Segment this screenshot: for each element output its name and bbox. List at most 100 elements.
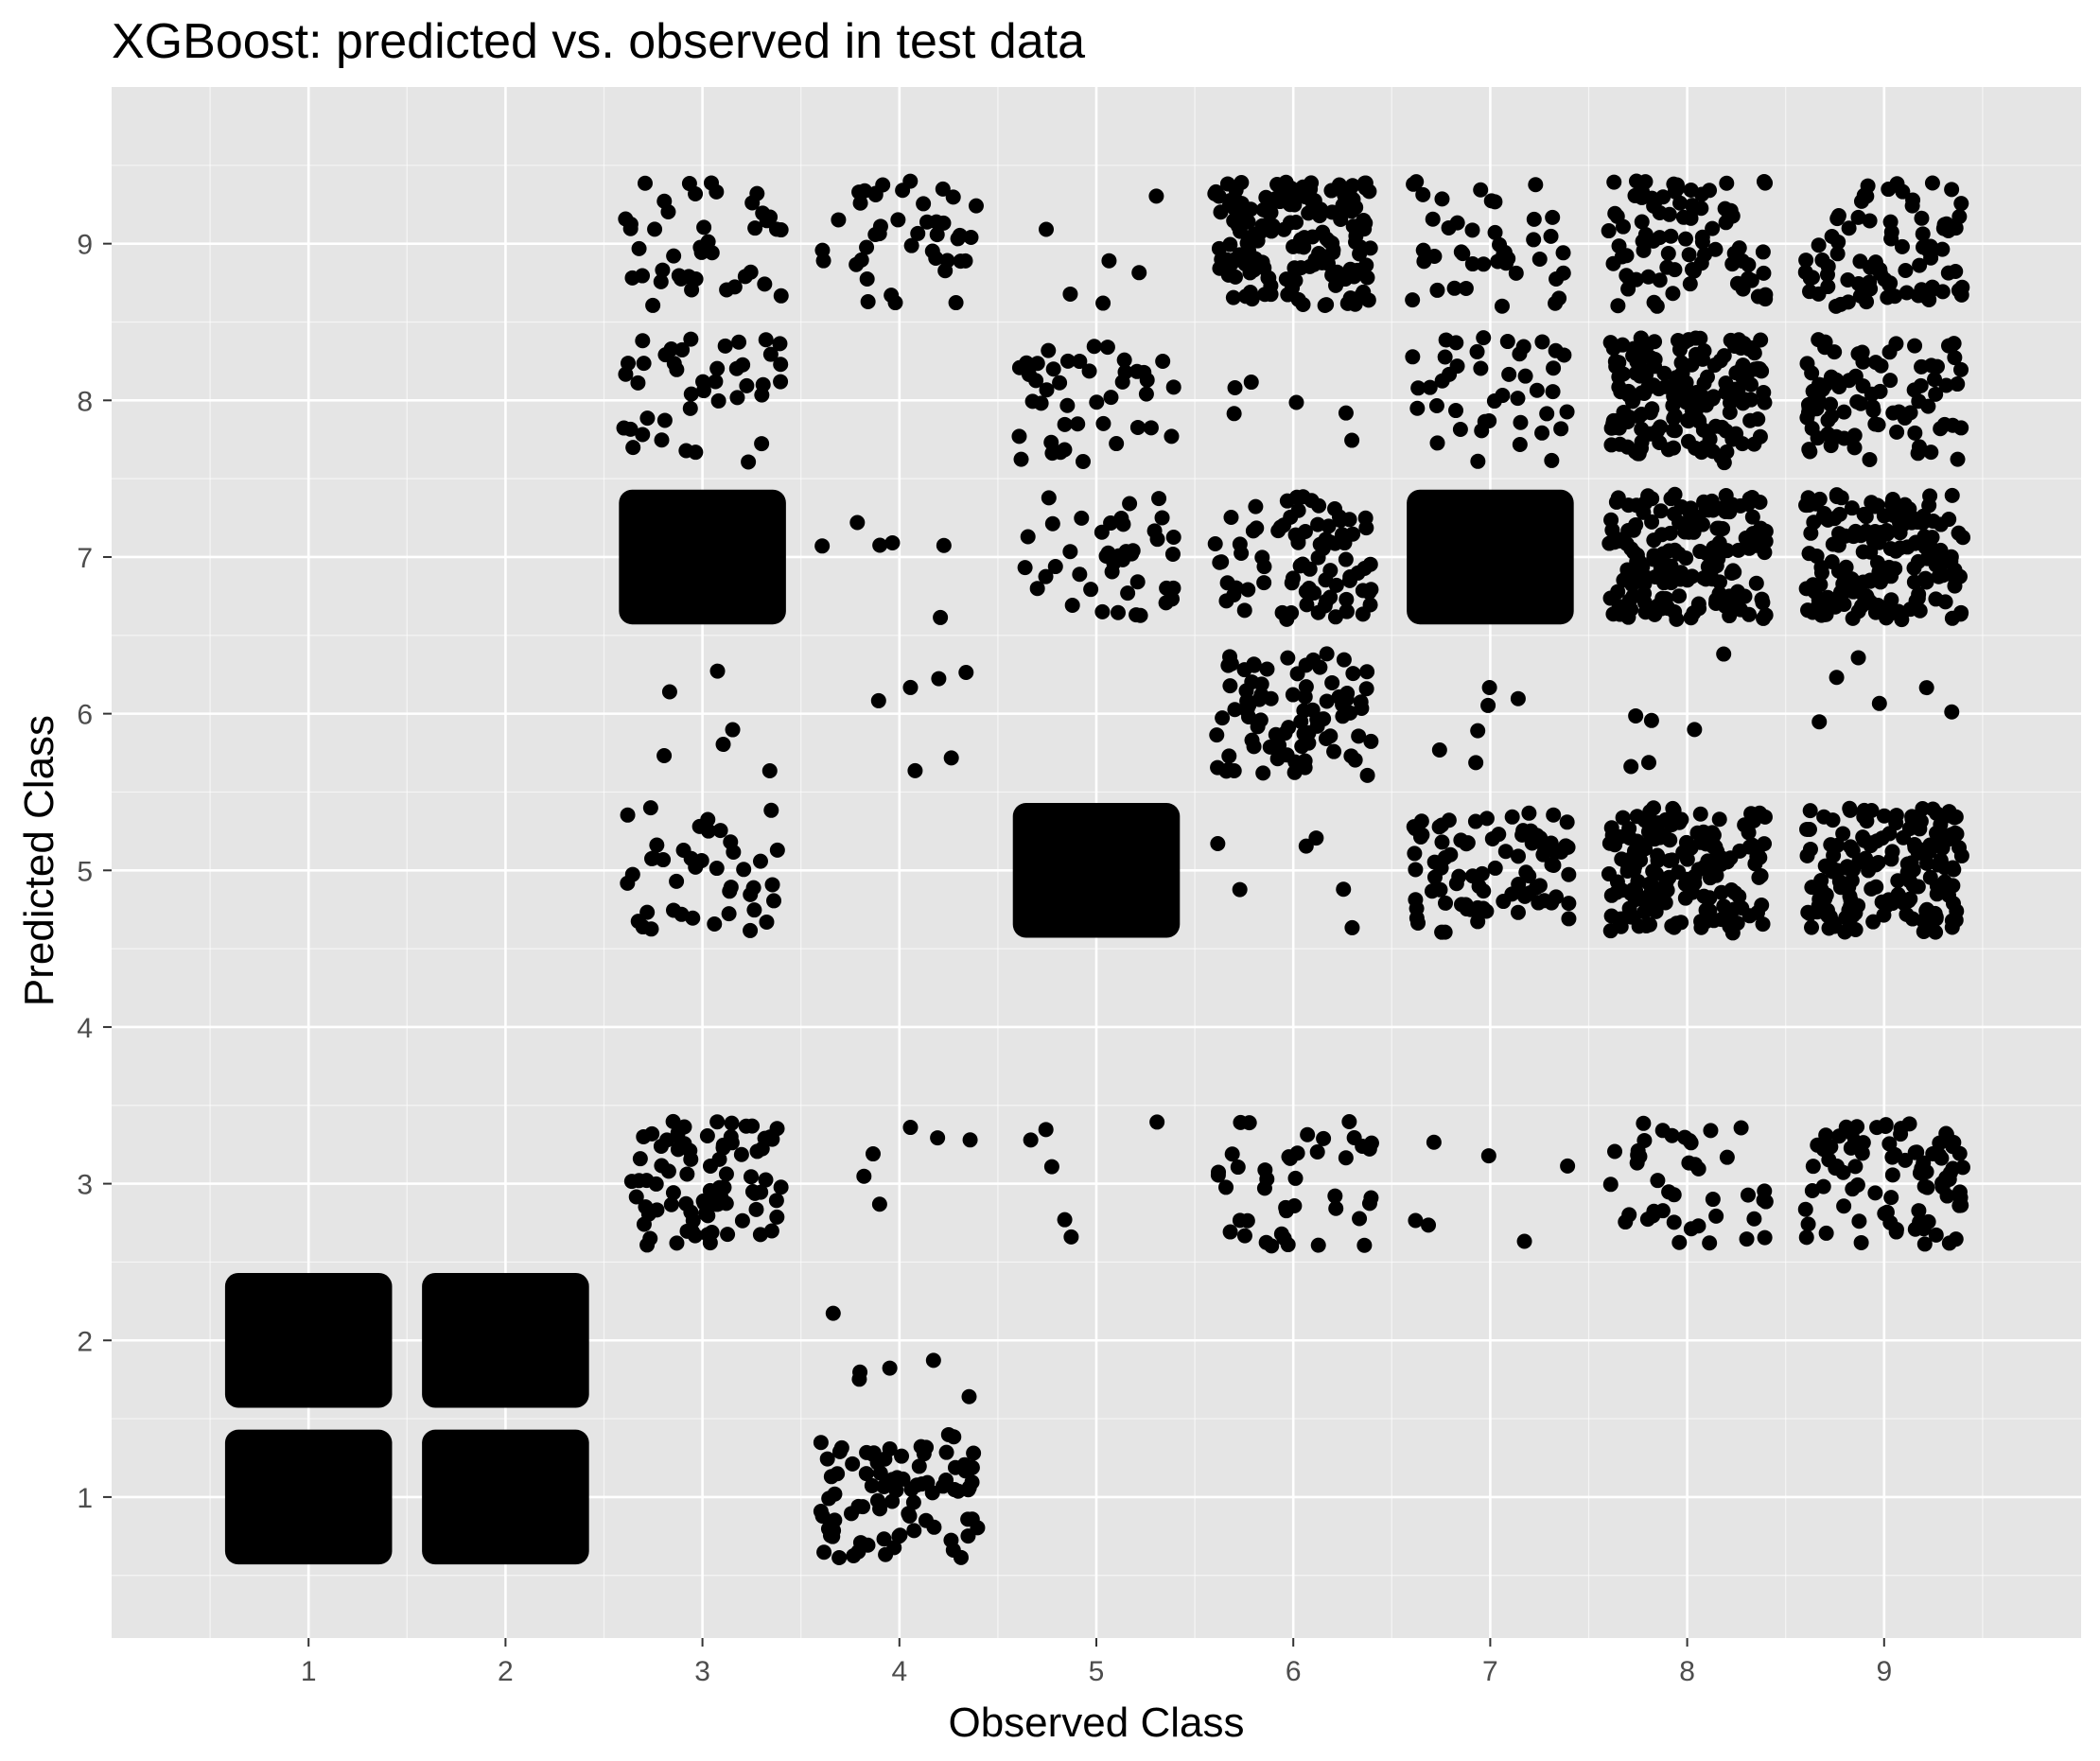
y-tick-label: 1 <box>77 1483 93 1514</box>
data-point <box>1902 405 1918 421</box>
data-point <box>1211 188 1227 204</box>
data-point <box>731 334 747 350</box>
data-point <box>1823 837 1839 853</box>
data-point <box>1236 602 1252 619</box>
data-point <box>1637 604 1654 620</box>
data-point <box>1222 1224 1238 1240</box>
data-point <box>1326 743 1342 759</box>
data-point <box>1862 213 1878 229</box>
data-point <box>1227 191 1243 207</box>
data-point <box>851 1371 867 1387</box>
data-point <box>1304 175 1320 191</box>
data-point <box>769 1209 785 1225</box>
data-point <box>1248 498 1264 514</box>
data-point <box>1546 360 1562 376</box>
data-point <box>1669 611 1685 627</box>
data-point <box>1467 813 1483 829</box>
y-tick-label: 2 <box>77 1326 93 1357</box>
data-point <box>1838 910 1854 926</box>
data-point <box>953 1549 969 1565</box>
data-point <box>1698 571 1714 587</box>
x-tick-label: 6 <box>1286 1656 1302 1687</box>
data-point <box>1628 271 1644 288</box>
data-point <box>1719 543 1735 559</box>
data-point <box>1614 249 1630 265</box>
data-point <box>1039 382 1055 398</box>
data-point <box>1355 583 1371 599</box>
data-point <box>1480 1148 1496 1164</box>
data-point <box>1876 569 1892 585</box>
data-point <box>1448 403 1464 419</box>
data-point <box>676 1119 692 1135</box>
data-point <box>929 227 945 243</box>
data-point <box>1338 1150 1354 1166</box>
data-point <box>1644 514 1660 530</box>
data-point <box>831 212 847 228</box>
data-point <box>1713 884 1729 900</box>
data-point <box>1899 856 1916 872</box>
data-point <box>871 1196 887 1212</box>
data-point <box>849 514 866 531</box>
data-point <box>1650 852 1666 868</box>
data-point <box>696 219 712 235</box>
data-point <box>1678 394 1694 410</box>
data-point <box>1328 1200 1344 1216</box>
data-point <box>1940 887 1956 903</box>
data-point <box>1458 897 1474 913</box>
data-point <box>1464 256 1480 272</box>
data-point <box>1165 379 1181 395</box>
data-point <box>1232 881 1248 898</box>
data-point <box>1849 1177 1865 1193</box>
data-point <box>1543 228 1559 244</box>
data-point <box>1865 914 1881 930</box>
data-point <box>1912 257 1928 273</box>
data-point <box>1233 1114 1249 1130</box>
data-point <box>936 537 952 553</box>
data-point <box>1619 857 1636 873</box>
data-point <box>773 374 789 390</box>
data-point <box>1479 903 1495 919</box>
data-point <box>1023 1132 1039 1148</box>
data-point <box>936 215 952 231</box>
data-point <box>1904 911 1920 927</box>
data-point <box>1705 444 1721 460</box>
data-point <box>1947 810 1963 826</box>
data-point <box>1254 549 1270 566</box>
data-point <box>1110 604 1126 620</box>
data-point <box>1684 261 1700 277</box>
point-cluster <box>224 1272 393 1408</box>
data-point <box>1634 407 1650 423</box>
data-point <box>1473 182 1489 198</box>
data-point <box>1342 290 1358 306</box>
data-point <box>864 1477 880 1493</box>
data-point <box>1691 413 1707 429</box>
data-point <box>1553 844 1569 860</box>
data-point <box>630 914 646 930</box>
data-point <box>1638 569 1654 585</box>
data-point <box>1681 1155 1697 1171</box>
data-point <box>961 1388 977 1404</box>
data-point <box>945 189 961 205</box>
data-point <box>635 427 651 443</box>
data-point <box>1605 340 1621 357</box>
data-point <box>1612 606 1628 622</box>
data-point <box>1623 541 1639 557</box>
data-point <box>1327 1188 1343 1204</box>
data-point <box>1864 495 1880 511</box>
data-point <box>1748 575 1764 591</box>
data-point <box>1936 416 1952 432</box>
data-point <box>1338 551 1354 567</box>
data-point <box>902 173 919 189</box>
data-point <box>1931 857 1947 873</box>
data-point <box>1896 516 1912 532</box>
data-point <box>1336 652 1352 668</box>
data-point <box>1361 1195 1377 1212</box>
data-point <box>1883 224 1899 240</box>
data-point <box>1535 846 1551 863</box>
data-point <box>882 1360 898 1376</box>
data-point <box>1437 849 1453 865</box>
data-point <box>1827 511 1843 527</box>
data-point <box>1244 674 1260 690</box>
data-point <box>683 1204 699 1220</box>
data-point <box>957 253 973 269</box>
